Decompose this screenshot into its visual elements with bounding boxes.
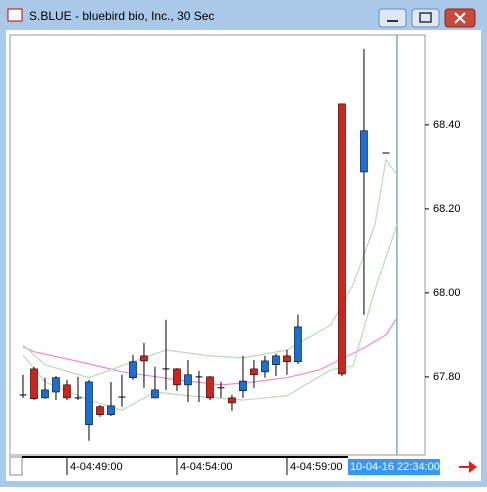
candle-body <box>96 406 104 415</box>
candle-body <box>30 368 38 400</box>
scroll-right-arrow[interactable] <box>459 461 477 473</box>
candle-body <box>261 360 269 373</box>
moving-average <box>22 317 398 386</box>
candle-body <box>206 376 214 399</box>
app-icon <box>7 8 23 22</box>
scroll-box[interactable] <box>9 456 23 476</box>
close-glyph <box>454 12 466 24</box>
candle-body <box>294 326 302 363</box>
candle-body <box>184 374 192 386</box>
candle-body <box>140 355 148 362</box>
y-tick-label: 68.00 <box>433 287 461 299</box>
maximize-button[interactable] <box>411 8 440 28</box>
candle-body <box>151 389 159 399</box>
candle-body <box>85 381 93 426</box>
cursor-label-bg <box>347 459 440 475</box>
candle-body <box>239 380 247 392</box>
plot-area <box>9 34 426 456</box>
candle-body <box>129 361 137 379</box>
candle-body <box>272 355 280 366</box>
x-tick-label: 4-04:49:00 <box>70 461 123 473</box>
y-tick-label: 68.20 <box>433 203 461 215</box>
x-tick-label: 4-04:59:00 <box>290 461 343 473</box>
window-title: S.BLUE - bluebird bio, Inc., 30 Sec <box>29 9 214 23</box>
cursor-label: 10-04-16 22:34:00 <box>350 461 440 473</box>
moving-average <box>22 224 398 411</box>
candle-body <box>63 384 71 399</box>
x-tick-label: 4-04:54:00 <box>180 461 233 473</box>
candle-body <box>228 397 236 404</box>
candle-body <box>338 103 346 375</box>
minimize-button[interactable] <box>378 8 407 28</box>
y-tick-label: 68.40 <box>433 119 461 131</box>
candle-body <box>360 130 368 173</box>
maximize-glyph <box>419 12 432 23</box>
candle-body <box>107 405 115 415</box>
y-tick-label: 67.80 <box>433 371 461 383</box>
candle-body <box>52 377 60 393</box>
candle-body <box>41 389 49 399</box>
candle-body <box>173 368 181 386</box>
candle-body <box>283 355 291 363</box>
candle-body <box>250 368 258 376</box>
